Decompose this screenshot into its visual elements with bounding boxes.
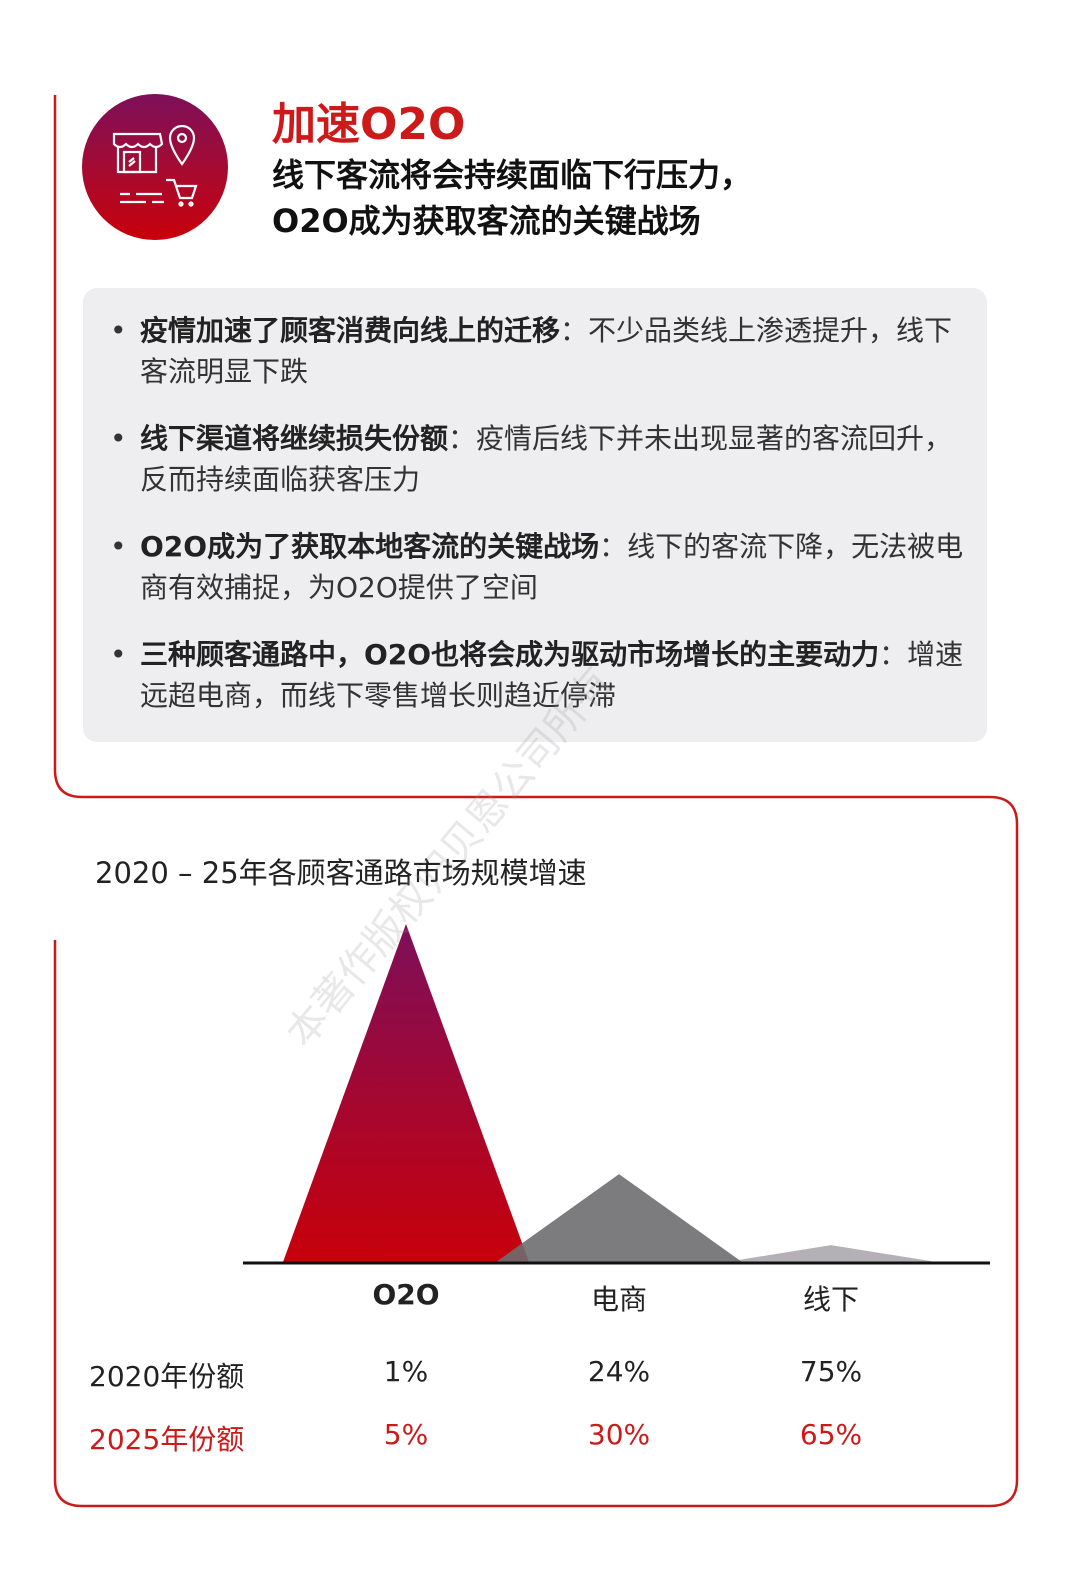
- subtitle-line: O2O成为获取客流的关键战场: [272, 202, 701, 240]
- bullet-bold: O2O成为了获取本地客流的关键战场: [140, 530, 600, 563]
- cell-2025-ecommerce: 30%: [587, 1418, 651, 1451]
- bullet-text: ：疫情后线下并未出现显著的客流回升，反而持续面临获客压力: [140, 422, 953, 496]
- cell-2025-o2o: 5%: [383, 1418, 429, 1451]
- cell-2025-offline: 65%: [799, 1418, 863, 1451]
- cell-2020-offline: 75%: [799, 1355, 863, 1388]
- o2o-icon-circle: [82, 94, 228, 240]
- bullet-text: ：线下的客流下降，无法被电商有效捕捉，为O2O提供了空间: [140, 530, 964, 604]
- row-label-2020: 2020年份额: [89, 1360, 245, 1393]
- bullet-item: 线下渠道将继续损失份额：疫情后线下并未出现显著的客流回升，反而持续面临获客压力: [108, 418, 968, 500]
- store-location-cart-icon: [112, 124, 198, 207]
- category-label-offline: 线下: [802, 1283, 859, 1316]
- category-label-o2o: O2O: [372, 1278, 440, 1311]
- peak-offline: [726, 1245, 936, 1262]
- peak-o2o: [283, 924, 529, 1262]
- row-label-2025: 2025年份额: [89, 1423, 245, 1456]
- peak-ecommerce: [496, 1174, 742, 1262]
- section-subtitle: 线下客流将会持续面临下行压力， O2O成为获取客流的关键战场: [272, 152, 752, 244]
- bullet-list: 疫情加速了顾客消费向线上的迁移：不少品类线上渗透提升，线下客流明显下跌 线下渠道…: [108, 310, 968, 742]
- bullet-item: 三种顾客通路中，O2O也将会成为驱动市场增长的主要动力：增速远超电商，而线下零售…: [108, 634, 968, 716]
- category-label-ecommerce: 电商: [590, 1283, 647, 1316]
- bullet-bold: 三种顾客通路中，O2O也将会成为驱动市场增长的主要动力: [140, 638, 880, 671]
- cell-2020-o2o: 1%: [383, 1355, 429, 1388]
- bullet-text: ：不少品类线上渗透提升，线下客流明显下跌: [140, 314, 953, 388]
- subtitle-line: 线下客流将会持续面临下行压力，: [272, 156, 753, 194]
- bullet-bold: 线下渠道将继续损失份额: [140, 422, 449, 455]
- bullet-item: 疫情加速了顾客消费向线上的迁移：不少品类线上渗透提升，线下客流明显下跌: [108, 310, 968, 392]
- chart-title: 2020 – 25年各顾客通路市场规模增速: [95, 856, 587, 890]
- bullet-text: ：增速远超电商，而线下零售增长则趋近停滞: [140, 638, 964, 712]
- bullet-bold: 疫情加速了顾客消费向线上的迁移: [140, 314, 561, 347]
- bullet-item: O2O成为了获取本地客流的关键战场：线下的客流下降，无法被电商有效捕捉，为O2O…: [108, 526, 968, 608]
- cell-2020-ecommerce: 24%: [587, 1355, 651, 1388]
- section-title: 加速O2O: [272, 99, 466, 150]
